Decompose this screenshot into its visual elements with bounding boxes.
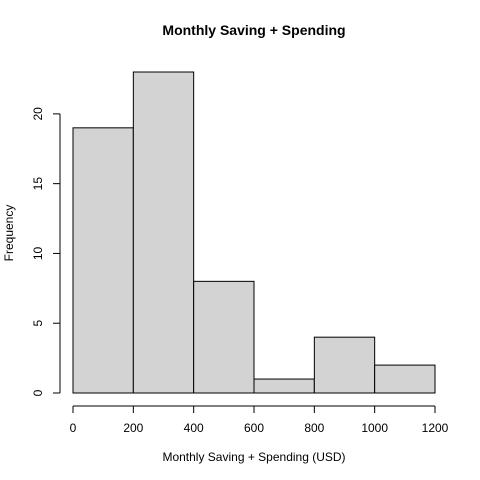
y-tick-label-2: 10 (31, 246, 45, 260)
histogram-bar-4 (313, 336, 376, 394)
x-tick-label-3: 600 (244, 421, 264, 435)
histogram-bar-0 (72, 127, 134, 394)
y-axis: 0 5 10 15 20 (31, 107, 61, 396)
x-tick-label-5: 1000 (361, 421, 388, 435)
histogram-bar-1 (132, 71, 195, 394)
x-tick-label-0: 0 (70, 421, 77, 435)
x-axis-label: Monthly Saving + Spending (USD) (162, 450, 345, 464)
x-axis: 0 200 400 600 800 1000 1200 (70, 405, 449, 435)
histogram-bar-3 (253, 378, 315, 394)
x-tick-label-1: 200 (123, 421, 143, 435)
y-axis-label: Frequency (2, 205, 16, 262)
chart-title: Monthly Saving + Spending (162, 22, 345, 38)
y-tick-label-0: 0 (31, 389, 45, 396)
histogram-bar-5 (374, 364, 436, 394)
x-tick-label-6: 1200 (422, 421, 449, 435)
bars-group (72, 71, 436, 394)
y-tick-label-3: 15 (31, 177, 45, 191)
histogram-bar-2 (193, 280, 255, 394)
x-tick-label-2: 400 (184, 421, 204, 435)
x-tick-label-4: 800 (304, 421, 324, 435)
y-tick-label-4: 20 (31, 107, 45, 121)
y-tick-label-1: 5 (31, 320, 45, 327)
